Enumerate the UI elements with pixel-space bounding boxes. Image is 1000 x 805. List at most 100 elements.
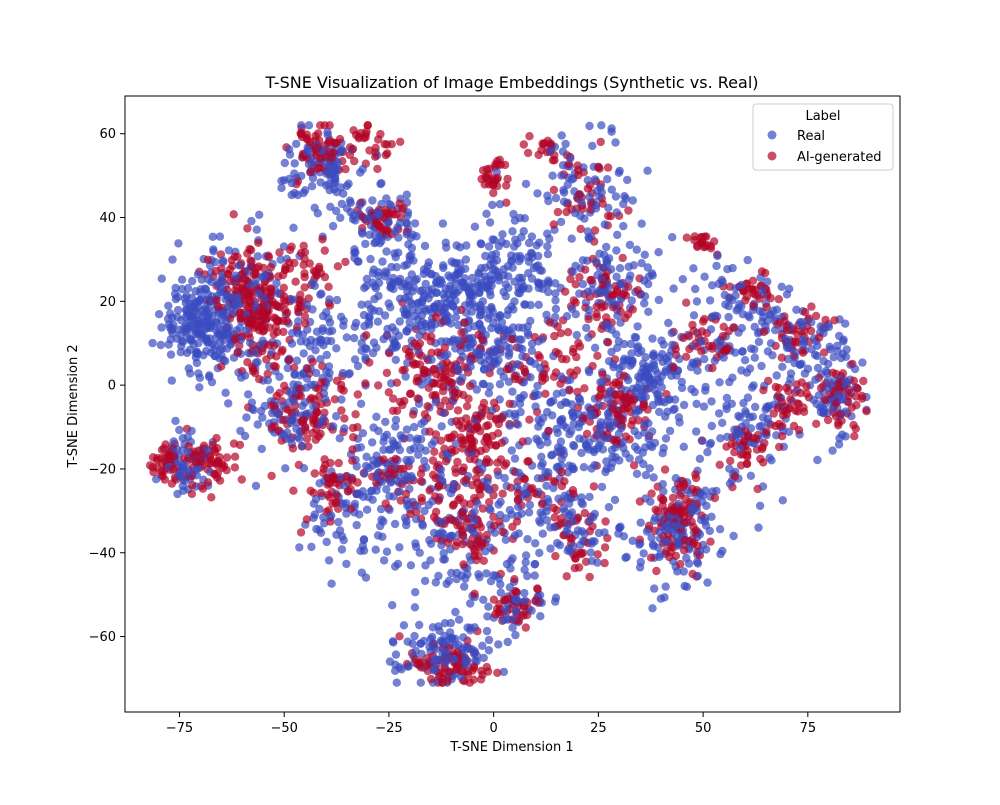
point-real	[577, 198, 586, 207]
point-ai-generated	[469, 663, 479, 672]
point-real	[610, 495, 620, 505]
point-real	[399, 476, 408, 486]
point-real	[287, 295, 296, 304]
point-real	[484, 242, 494, 251]
point-ai-generated	[545, 318, 555, 327]
point-ai-generated	[778, 411, 788, 420]
point-ai-generated	[198, 449, 207, 459]
point-real	[390, 519, 400, 529]
point-real	[157, 274, 166, 283]
point-real	[548, 450, 557, 459]
point-ai-generated	[230, 463, 240, 472]
point-real	[416, 435, 426, 444]
point-ai-generated	[460, 318, 469, 327]
point-ai-generated	[297, 130, 306, 139]
point-real	[485, 485, 494, 495]
point-ai-generated	[493, 458, 502, 467]
point-real	[578, 256, 588, 265]
point-ai-generated	[506, 483, 516, 492]
point-real	[402, 230, 411, 239]
point-real	[385, 505, 394, 515]
point-real	[367, 486, 377, 495]
point-real	[202, 346, 211, 356]
point-ai-generated	[525, 132, 534, 141]
point-real	[707, 512, 716, 521]
point-ai-generated	[466, 540, 475, 549]
point-real	[658, 449, 667, 458]
point-real	[290, 188, 299, 198]
point-real	[231, 271, 240, 280]
point-ai-generated	[426, 674, 436, 684]
point-real	[590, 175, 600, 184]
point-ai-generated	[440, 343, 449, 352]
point-real	[841, 378, 850, 387]
point-real	[664, 318, 673, 328]
point-real	[583, 176, 592, 185]
point-real	[488, 200, 497, 210]
point-ai-generated	[160, 475, 169, 484]
point-real	[187, 426, 196, 436]
point-ai-generated	[451, 416, 461, 426]
point-real	[616, 522, 625, 531]
point-ai-generated	[505, 399, 514, 408]
point-ai-generated	[400, 365, 409, 375]
point-real	[402, 219, 411, 228]
point-real	[524, 508, 534, 517]
point-real	[498, 230, 507, 239]
point-real	[588, 141, 597, 151]
point-ai-generated	[575, 190, 584, 199]
point-real	[757, 361, 766, 371]
point-ai-generated	[434, 481, 444, 490]
point-real	[312, 327, 322, 336]
point-real	[650, 385, 659, 395]
point-real	[319, 513, 328, 522]
point-ai-generated	[210, 447, 220, 457]
x-tick-label: 25	[590, 721, 607, 736]
point-real	[611, 443, 620, 452]
point-ai-generated	[862, 407, 871, 416]
point-real	[586, 548, 595, 557]
point-ai-generated	[800, 307, 810, 317]
point-real	[437, 337, 446, 346]
point-real	[283, 363, 292, 373]
point-real	[354, 257, 363, 266]
point-real	[763, 419, 773, 428]
point-ai-generated	[454, 661, 463, 670]
point-real	[339, 321, 348, 330]
point-ai-generated	[410, 339, 419, 348]
point-real	[451, 607, 460, 617]
point-real	[649, 541, 658, 551]
point-ai-generated	[669, 363, 678, 372]
point-real	[562, 527, 571, 536]
point-ai-generated	[554, 349, 563, 358]
point-real	[826, 345, 835, 354]
point-ai-generated	[553, 207, 563, 217]
point-real	[372, 473, 381, 482]
point-real	[437, 541, 446, 550]
point-ai-generated	[441, 396, 450, 405]
point-real	[484, 389, 494, 398]
point-real	[307, 160, 316, 169]
point-ai-generated	[428, 470, 438, 479]
point-real	[747, 344, 756, 353]
point-real	[307, 380, 316, 390]
point-real	[411, 588, 420, 597]
point-ai-generated	[382, 368, 392, 378]
point-ai-generated	[188, 481, 197, 490]
point-ai-generated	[535, 353, 544, 362]
point-real	[724, 312, 733, 322]
point-ai-generated	[647, 489, 656, 498]
point-real	[456, 672, 466, 682]
point-real	[557, 131, 566, 140]
point-ai-generated	[834, 418, 843, 428]
point-ai-generated	[523, 148, 533, 158]
point-real	[444, 654, 454, 663]
point-real	[697, 337, 706, 346]
point-real	[641, 353, 650, 362]
point-ai-generated	[622, 400, 631, 409]
point-ai-generated	[316, 488, 326, 498]
point-ai-generated	[328, 499, 337, 508]
point-real	[527, 346, 537, 355]
point-ai-generated	[265, 340, 274, 350]
point-ai-generated	[676, 559, 685, 569]
